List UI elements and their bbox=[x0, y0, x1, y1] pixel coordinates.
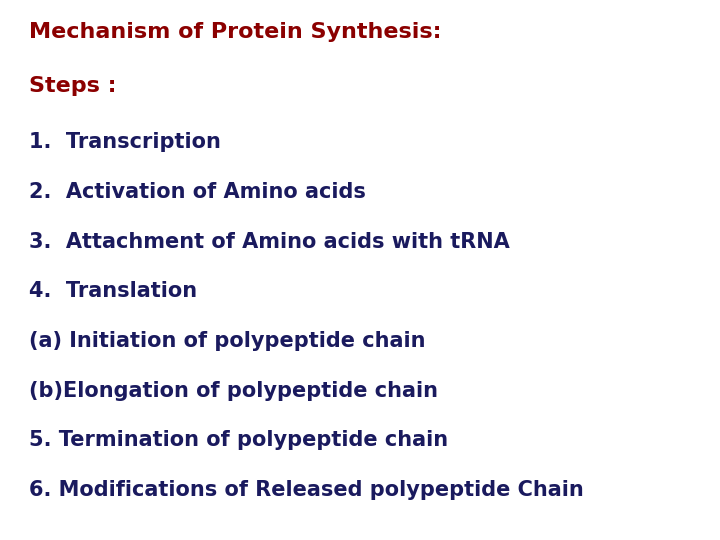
Text: 1.  Transcription: 1. Transcription bbox=[29, 132, 220, 152]
Text: (a) Initiation of polypeptide chain: (a) Initiation of polypeptide chain bbox=[29, 331, 426, 351]
Text: 2.  Activation of Amino acids: 2. Activation of Amino acids bbox=[29, 182, 366, 202]
Text: Mechanism of Protein Synthesis:: Mechanism of Protein Synthesis: bbox=[29, 22, 441, 42]
Text: 6. Modifications of Released polypeptide Chain: 6. Modifications of Released polypeptide… bbox=[29, 480, 583, 500]
Text: Steps :: Steps : bbox=[29, 76, 117, 96]
Text: 5. Termination of polypeptide chain: 5. Termination of polypeptide chain bbox=[29, 430, 448, 450]
Text: 4.  Translation: 4. Translation bbox=[29, 281, 197, 301]
Text: 3.  Attachment of Amino acids with tRNA: 3. Attachment of Amino acids with tRNA bbox=[29, 232, 510, 252]
Text: (b)Elongation of polypeptide chain: (b)Elongation of polypeptide chain bbox=[29, 381, 438, 401]
